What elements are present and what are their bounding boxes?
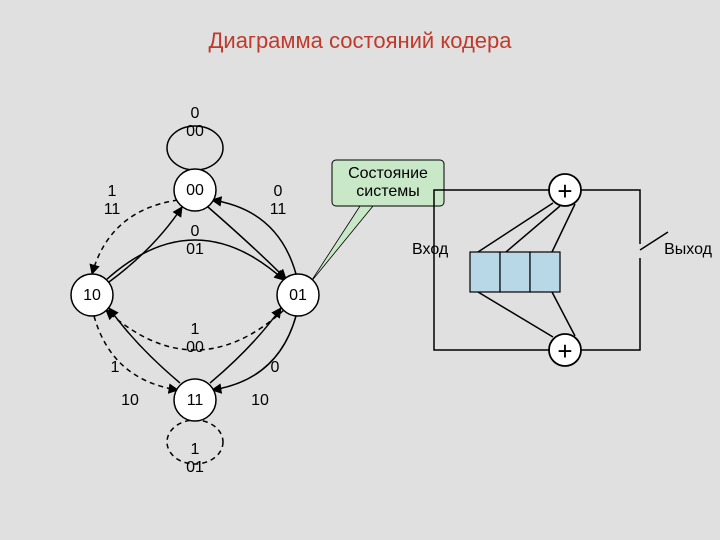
diagram-canvas: Состояние системы ++ Вход Выход 11101100…	[0, 0, 720, 540]
edge-label: 00	[186, 123, 204, 140]
transition-edge	[109, 308, 180, 383]
plus-icon: +	[557, 176, 572, 206]
register-cell	[470, 252, 500, 292]
edge-label: 1	[111, 359, 120, 376]
transition-edge	[94, 316, 178, 390]
callout-pointer	[310, 206, 373, 283]
plus-icon: +	[557, 336, 572, 366]
transition-edge	[212, 316, 296, 390]
edge-label: 0	[191, 223, 200, 240]
edge-label: 1	[191, 441, 200, 458]
state-diagram: 11101100110011001000010100100111	[71, 105, 319, 476]
edge-label: 01	[186, 241, 204, 258]
callout-line1: Состояние	[348, 165, 428, 182]
encoder-schematic: + + Вход Выход	[412, 174, 713, 366]
system-state-callout: Состояние системы	[310, 160, 444, 283]
edge-label: 01	[186, 459, 204, 476]
register-cell	[500, 252, 530, 292]
edge-label: 0	[274, 183, 283, 200]
state-label: 11	[187, 392, 204, 409]
state-label: 10	[83, 287, 101, 304]
edge-label: 0	[271, 359, 280, 376]
state-label: 00	[186, 182, 204, 199]
tap-wire	[552, 204, 575, 252]
edge-label: 10	[251, 392, 269, 409]
callout-line2: системы	[356, 183, 419, 200]
transition-edge	[109, 207, 182, 282]
shift-register	[470, 252, 560, 292]
edge-label: 1	[191, 321, 200, 338]
tap-wire	[478, 292, 553, 337]
edge-label: 10	[121, 392, 139, 409]
edge-label: 0	[191, 105, 200, 122]
state-label: 01	[289, 287, 307, 304]
edge-label: 00	[186, 339, 204, 356]
edge-label: 11	[104, 201, 121, 218]
label-input: Вход	[412, 241, 449, 258]
register-cell	[530, 252, 560, 292]
tap-wire	[552, 292, 575, 336]
label-output: Выход	[664, 241, 713, 258]
edge-label: 1	[108, 183, 117, 200]
edge-label: 11	[270, 201, 287, 218]
